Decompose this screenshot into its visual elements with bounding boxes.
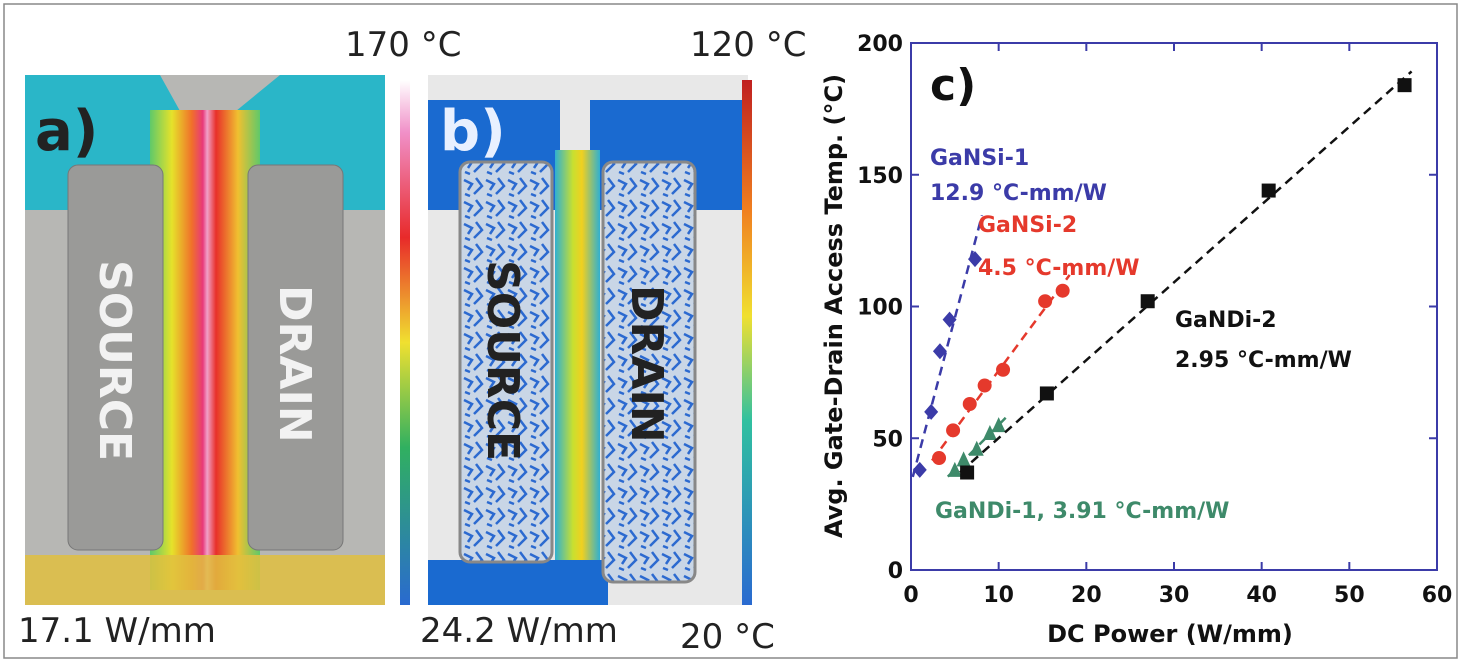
point xyxy=(960,466,974,480)
series-label: GaNSi-2 xyxy=(978,213,1077,238)
series-label: GaNSi-1 xyxy=(930,146,1029,171)
fit-line xyxy=(913,215,982,477)
x-tick-label: 30 xyxy=(1159,583,1190,608)
series-label: GaNDi-2 xyxy=(1175,308,1277,333)
plot-frame xyxy=(911,43,1437,570)
series-annotation: , 3.91 °C-mm/W xyxy=(1037,499,1230,524)
power-a: 17.1 W/mm xyxy=(18,611,216,651)
x-tick-label: 40 xyxy=(1246,583,1277,608)
series-annotation: 2.95 °C-mm/W xyxy=(1175,348,1352,373)
y-tick-label: 200 xyxy=(857,32,903,57)
drain-label-b: DRAIN xyxy=(621,285,672,443)
drain-label-a: DRAIN xyxy=(269,285,320,443)
point xyxy=(913,462,927,478)
x-tick-label: 50 xyxy=(1334,583,1365,608)
y-tick-label: 50 xyxy=(872,427,903,452)
scale-max-a: 170 °C xyxy=(345,25,461,65)
scale-min-b: 20 °C xyxy=(680,617,775,657)
panel-label-b: b) xyxy=(440,99,506,164)
point xyxy=(943,312,957,328)
series-name: GaNSi-2 xyxy=(978,213,1077,238)
point xyxy=(1056,284,1070,298)
point xyxy=(957,451,971,466)
colorbar-a xyxy=(400,80,410,605)
bottom-heat-b xyxy=(428,560,608,605)
point xyxy=(1141,294,1155,308)
point xyxy=(924,404,938,420)
colorbar-b xyxy=(742,80,752,605)
series-name: GaNDi-1 xyxy=(935,499,1037,524)
series-name: GaNDi-2 xyxy=(1175,308,1277,333)
gate-heat-a xyxy=(150,110,260,590)
y-tick-label: 0 xyxy=(888,559,903,584)
point xyxy=(1398,78,1412,92)
series-annotation: 4.5 °C-mm/W xyxy=(978,256,1140,281)
panel-c: c) DC Power (W/mm) Avg. Gate-Drain Acces… xyxy=(820,32,1452,648)
point xyxy=(978,379,992,393)
x-tick-label: 60 xyxy=(1422,583,1453,608)
source-label-b: SOURCE xyxy=(477,260,528,461)
series-label: GaNDi-1, 3.91 °C-mm/W xyxy=(935,499,1229,524)
panel-a: SOURCE DRAIN a) 170 °C 17.1 W/mm xyxy=(18,25,461,651)
point xyxy=(932,451,946,465)
bottom-heat-a xyxy=(25,555,385,605)
panel-b: SOURCE DRAIN b) 120 °C 24.2 W/mm 20 °C xyxy=(420,25,806,657)
x-axis-label: DC Power (W/mm) xyxy=(1047,620,1293,648)
point xyxy=(996,363,1010,377)
scale-max-b: 120 °C xyxy=(690,25,806,65)
power-b: 24.2 W/mm xyxy=(420,611,618,651)
point xyxy=(1038,294,1052,308)
panel-label-a: a) xyxy=(35,99,98,164)
y-tick-label: 150 xyxy=(857,164,903,189)
y-tick-label: 100 xyxy=(857,296,903,321)
series-annotation: 12.9 °C-mm/W xyxy=(930,181,1107,206)
series-name: GaNSi-1 xyxy=(930,146,1029,171)
panel-label-c: c) xyxy=(930,60,976,111)
x-tick-label: 10 xyxy=(983,583,1014,608)
figure: SOURCE DRAIN a) 170 °C 17.1 W/mm SOURCE … xyxy=(0,0,1461,662)
y-axis-label: Avg. Gate-Drain Access Temp. (°C) xyxy=(820,74,848,538)
x-tick-label: 0 xyxy=(903,583,918,608)
point xyxy=(963,397,977,411)
point xyxy=(1040,386,1054,400)
point xyxy=(946,423,960,437)
source-label-a: SOURCE xyxy=(89,260,140,461)
x-tick-label: 20 xyxy=(1071,583,1102,608)
point xyxy=(1262,184,1276,198)
gate-heat-b xyxy=(555,150,600,605)
